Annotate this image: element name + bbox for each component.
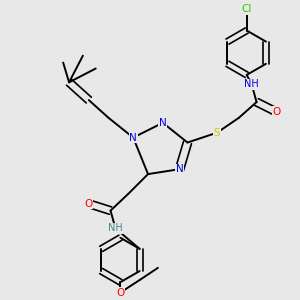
Text: NH: NH: [108, 224, 123, 233]
Text: N: N: [159, 118, 167, 128]
Text: O: O: [272, 107, 281, 117]
Text: NH: NH: [244, 79, 259, 89]
Text: N: N: [176, 164, 184, 174]
Text: O: O: [85, 199, 93, 209]
Text: N: N: [129, 133, 137, 142]
Text: O: O: [116, 287, 124, 298]
Text: Cl: Cl: [242, 4, 252, 14]
Text: S: S: [214, 128, 220, 138]
